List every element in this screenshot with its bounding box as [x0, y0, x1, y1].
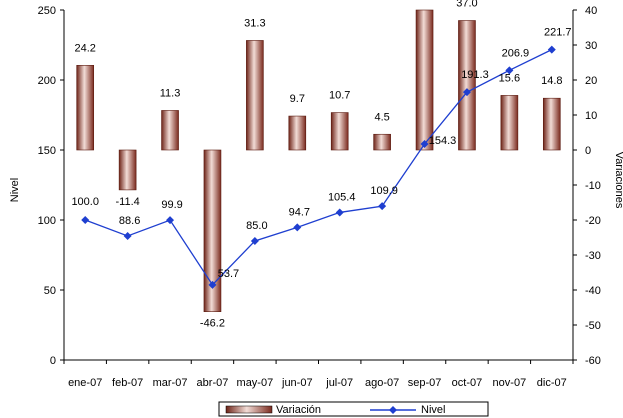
bar-jul-07: [330, 112, 349, 151]
line-point-ene-07: [81, 216, 90, 224]
bar-oct-07: [458, 20, 476, 151]
line-series: [81, 45, 556, 289]
line-data-label: 85.0: [246, 220, 267, 232]
y2-tick-label: -30: [585, 250, 601, 262]
line-point-abr-07: [208, 280, 217, 289]
y2-tick-label: -10: [585, 180, 601, 192]
x-tick-label: sep-07: [408, 377, 442, 389]
bar-series: [76, 9, 561, 312]
bar-data-label: 4.5: [374, 111, 389, 123]
line-point-jun-07: [293, 223, 302, 232]
line-data-label: 99.9: [161, 199, 182, 211]
line-point-oct-07: [462, 88, 471, 97]
bar-dic-07: [542, 97, 561, 151]
line-data-label: 94.7: [289, 206, 310, 218]
x-tick-label: nov-07: [493, 377, 527, 389]
line-nivel: [84, 49, 553, 286]
line-data-label: 206.9: [502, 47, 530, 59]
legend: Variación Nivel: [218, 401, 489, 417]
y2-tick-label: -20: [585, 215, 601, 227]
y-tick-label: 50: [44, 285, 56, 297]
y2-tick-label: 10: [585, 110, 597, 122]
bar-ago-07: [373, 133, 391, 151]
line-data-label: 53.7: [218, 268, 239, 280]
y2-tick-label: 40: [585, 5, 597, 17]
legend-label-line: Nivel: [421, 404, 445, 416]
legend-label-bar: Variación: [276, 404, 321, 416]
line-data-label: 100.0: [71, 196, 99, 208]
line-point-jul-07: [335, 208, 344, 217]
bar-jun-07: [288, 115, 307, 151]
bar-data-label: 24.2: [74, 42, 95, 54]
line-data-label: 109.9: [370, 185, 398, 197]
line-point-sep-07: [420, 139, 429, 148]
y-tick-label: 200: [38, 75, 56, 87]
y-tick-label: 150: [38, 145, 56, 157]
y2-axis-title: Variaciones: [613, 152, 623, 209]
x-tick-label: jul-07: [325, 377, 353, 389]
line-point-mar-07: [166, 216, 175, 225]
y2-tick-label: -60: [585, 355, 601, 367]
bar-data-label: -46.2: [200, 318, 225, 330]
axes: 0 50 100 150 200 250 -60 -50 -40 -30 -20 -10 0 10 20 30…: [38, 5, 601, 389]
y2-tick-label: 30: [585, 40, 597, 52]
y2-tick-label: 0: [585, 145, 591, 157]
bar-nov-07: [500, 95, 519, 151]
x-tick-label: mar-07: [153, 377, 188, 389]
line-data-label: 154.3: [429, 135, 457, 147]
line-point-dic-07: [547, 45, 556, 54]
x-tick-label: oct-07: [452, 377, 483, 389]
legend-marker-line: [389, 406, 397, 414]
y-tick-label: 0: [50, 355, 56, 367]
data-labels: 24.2 -11.4 11.3 -46.2 31.3 9.7 10.7 4.5 37.0 15.6…: [71, 0, 571, 330]
x-tick-label: feb-07: [112, 377, 143, 389]
y-axis-title: Nivel: [9, 178, 21, 202]
x-tick-label: jun-07: [281, 377, 313, 389]
bar-data-label: 9.7: [290, 93, 305, 105]
line-data-label: 88.6: [119, 215, 140, 227]
y2-tick-label: 20: [585, 75, 597, 87]
bar-data-label: 37.0: [456, 0, 477, 10]
line-data-label: 191.3: [461, 69, 489, 81]
bar-feb-07: [118, 149, 137, 191]
x-tick-label: may-07: [237, 377, 274, 389]
line-data-label: 105.4: [328, 191, 356, 203]
bar-data-label: 14.8: [541, 75, 562, 87]
line-data-label: 221.7: [544, 27, 572, 39]
bar-data-label: 31.3: [244, 17, 265, 29]
bar-abr-07: [203, 149, 222, 312]
line-point-ago-07: [378, 202, 387, 211]
bar-may-07: [246, 40, 264, 151]
bar-sep-07: [415, 9, 434, 151]
bar-mar-07: [161, 110, 179, 151]
line-point-nov-07: [505, 66, 514, 75]
legend-swatch-bar: [225, 405, 273, 414]
y-tick-label: 250: [38, 5, 56, 17]
x-tick-label: dic-07: [537, 377, 567, 389]
y-tick-label: 100: [38, 215, 56, 227]
bar-data-label: 15.6: [499, 72, 520, 84]
x-tick-label: ago-07: [365, 377, 399, 389]
y2-tick-label: -40: [585, 285, 601, 297]
line-point-may-07: [250, 237, 259, 245]
line-point-feb-07: [123, 231, 132, 240]
y2-tick-label: -50: [585, 320, 601, 332]
x-tick-label: ene-07: [68, 377, 102, 389]
bar-data-label: 11.3: [160, 87, 181, 99]
x-tick-label: abr-07: [197, 377, 229, 389]
bar-data-label: -11.4: [115, 196, 139, 208]
bar-data-label: 10.7: [329, 90, 350, 102]
bar-ene-07: [76, 65, 95, 151]
